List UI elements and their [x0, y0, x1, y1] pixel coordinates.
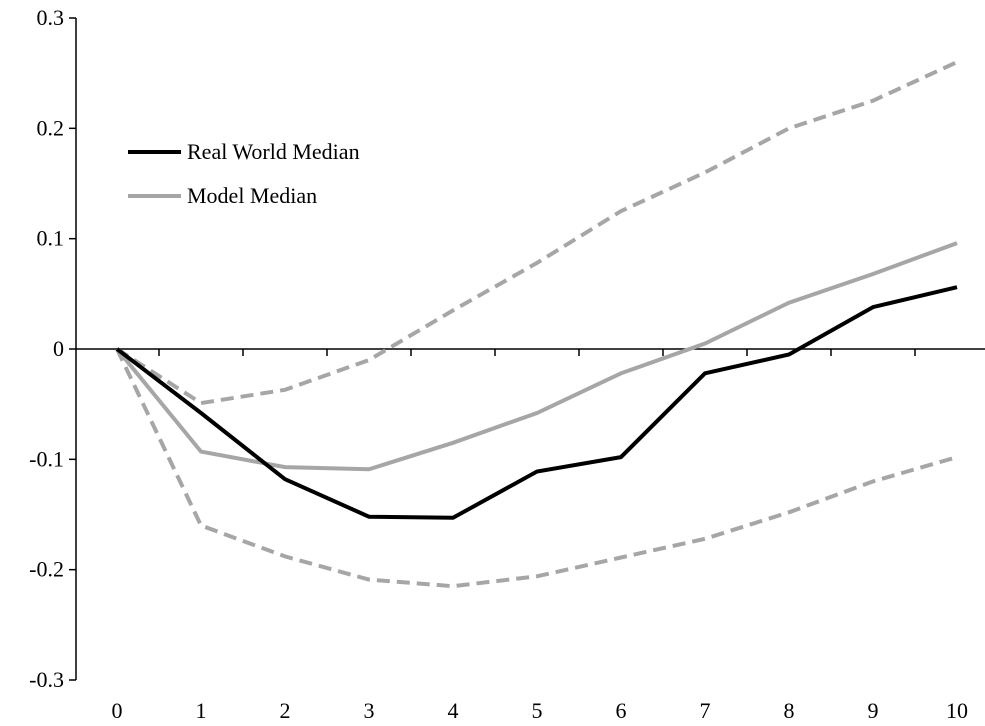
legend: Real World Median Model Median [128, 139, 360, 208]
series-layer [115, 60, 958, 589]
legend-label-real-world-median: Real World Median [187, 139, 360, 164]
y-axis: -0.3 -0.2 -0.1 0 0.1 0.2 0.3 [29, 5, 77, 692]
y-tick-label: 0.3 [37, 5, 65, 30]
y-tick-label: 0 [53, 336, 64, 361]
y-tick-label: 0.1 [37, 226, 65, 251]
y-tick-label: 0.2 [37, 115, 65, 140]
x-tick-label: 0 [112, 698, 123, 723]
series-line-model-median [115, 241, 958, 472]
x-tick-label: 7 [700, 698, 711, 723]
x-tick-label: 2 [280, 698, 291, 723]
x-tick-label: 4 [448, 698, 459, 723]
x-tick-label: 1 [196, 698, 207, 723]
series-line-upper-band [115, 60, 958, 406]
x-tick-label: 6 [616, 698, 627, 723]
y-tick-label: -0.2 [29, 557, 64, 582]
x-tick-label: 3 [364, 698, 375, 723]
series-line-real-world-median [115, 285, 958, 520]
x-axis: 0 1 2 3 4 5 6 7 8 9 10 [76, 348, 985, 723]
x-tick-label: 10 [946, 698, 968, 723]
legend-label-model-median: Model Median [187, 183, 317, 208]
x-tick-label: 5 [532, 698, 543, 723]
x-tick-label: 8 [784, 698, 795, 723]
y-tick-label: -0.1 [29, 446, 64, 471]
y-tick-label: -0.3 [29, 667, 64, 692]
series-line-lower-band [115, 348, 958, 589]
x-tick-label: 9 [868, 698, 879, 723]
